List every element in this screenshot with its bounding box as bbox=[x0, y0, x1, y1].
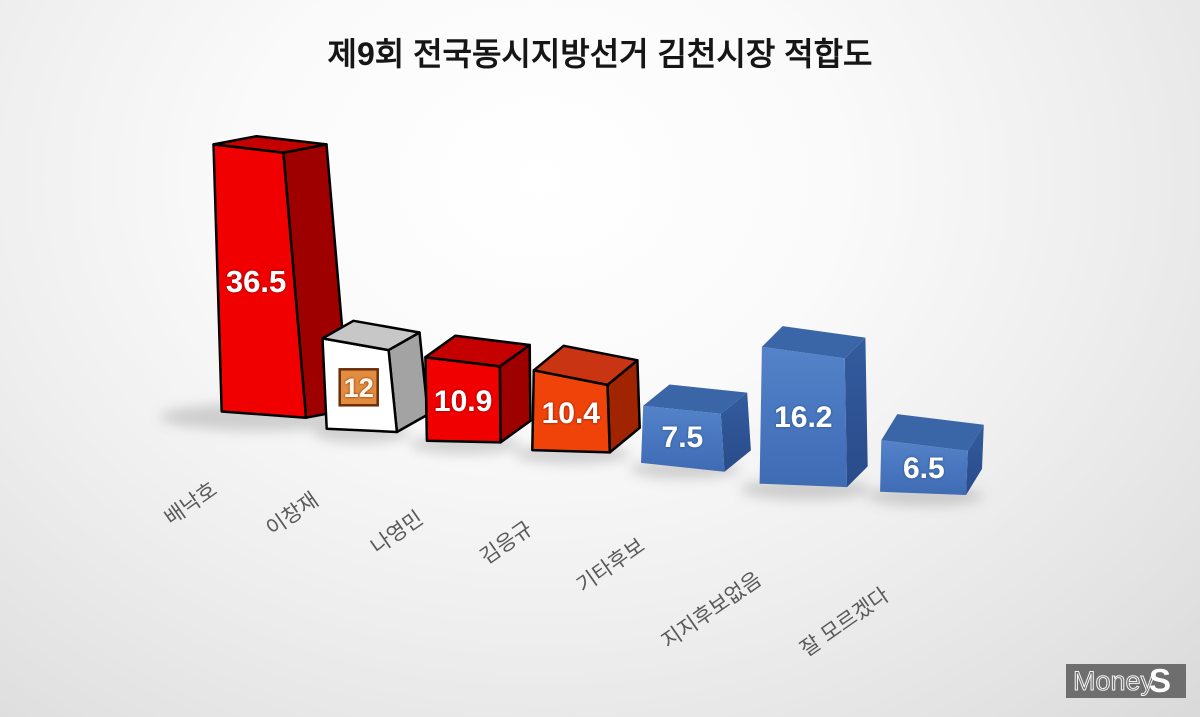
svg-text:잘 모르겠다: 잘 모르겠다 bbox=[796, 584, 893, 662]
svg-text:S: S bbox=[1149, 662, 1171, 699]
svg-text:12: 12 bbox=[344, 373, 374, 403]
svg-text:7.5: 7.5 bbox=[662, 421, 704, 454]
svg-text:Money: Money bbox=[1073, 666, 1155, 696]
svg-text:6.5: 6.5 bbox=[903, 452, 945, 485]
svg-text:지지후보없음: 지지후보없음 bbox=[658, 568, 766, 653]
svg-text:나영민: 나영민 bbox=[367, 507, 428, 559]
svg-text:36.5: 36.5 bbox=[226, 264, 286, 299]
svg-text:이창재: 이창재 bbox=[262, 489, 323, 541]
svg-text:배낙호: 배낙호 bbox=[161, 478, 222, 530]
svg-text:김응규: 김응규 bbox=[476, 517, 537, 569]
svg-text:기타후보: 기타후보 bbox=[573, 534, 649, 597]
svg-text:10.4: 10.4 bbox=[542, 397, 601, 430]
svg-text:16.2: 16.2 bbox=[774, 401, 832, 434]
svg-text:10.9: 10.9 bbox=[434, 385, 492, 418]
